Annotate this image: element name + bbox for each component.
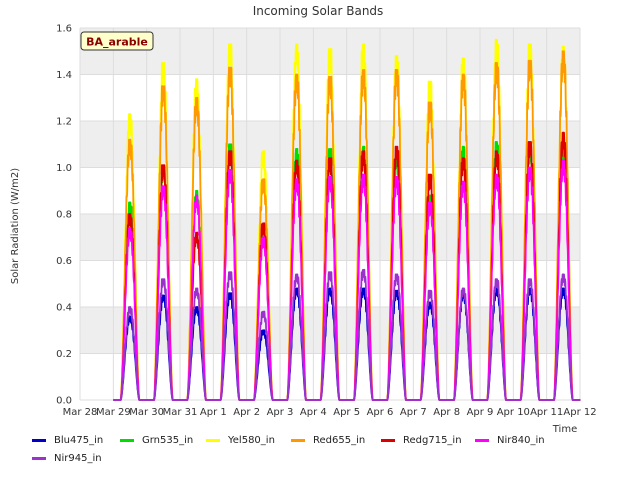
y-tick-label: 0.6: [56, 256, 72, 267]
legend-swatch: [120, 439, 134, 442]
legend-swatch: [206, 439, 220, 442]
y-tick-label: 1.4: [56, 70, 72, 81]
y-tick-label: 0.0: [56, 396, 72, 407]
x-tick-label: Apr 10: [497, 407, 530, 418]
legend-label: Nir840_in: [497, 435, 545, 446]
station-badge: BA_arable: [80, 31, 154, 51]
legend-swatch: [32, 457, 46, 460]
x-tick-label: Mar 30: [129, 407, 164, 418]
x-tick-label: Apr 9: [467, 407, 494, 418]
series-layer: [112, 38, 581, 401]
y-tick-label: 0.2: [56, 349, 72, 360]
y-axis: 0.0 0.2 0.4 0.6 0.8 1.0 1.2 1.4 1.6: [56, 24, 72, 407]
x-tick-label: Mar 31: [163, 407, 198, 418]
legend: Blu475_in Grn535_in Yel580_in Red655_in Redg…: [32, 435, 545, 464]
x-tick-label: Apr 2: [233, 407, 260, 418]
x-tick-label: Apr 12: [563, 407, 596, 418]
legend-label: Yel580_in: [227, 435, 275, 446]
x-tick-label: Mar 28: [63, 407, 98, 418]
plot-band: [80, 307, 580, 354]
x-axis-title: Time: [552, 424, 577, 435]
legend-swatch: [381, 439, 395, 442]
station-badge-box: [80, 31, 154, 51]
legend-swatch: [475, 439, 489, 442]
x-tick-label: Apr 8: [433, 407, 460, 418]
series-line-nir945_in: [112, 268, 581, 401]
legend-label: Nir945_in: [54, 453, 102, 464]
y-tick-label: 1.0: [56, 163, 72, 174]
plot-band: [80, 214, 580, 261]
chart-title: Incoming Solar Bands: [253, 4, 384, 18]
x-tick-label: Apr 4: [300, 407, 327, 418]
station-badge-label: BA_arable: [86, 36, 148, 49]
x-tick-label: Apr 5: [333, 407, 360, 418]
x-tick-label: Apr 3: [267, 407, 294, 418]
y-tick-label: 0.8: [56, 210, 72, 221]
y-tick-label: 1.2: [56, 117, 72, 128]
y-tick-label: 1.6: [56, 24, 72, 35]
x-tick-label: Apr 1: [200, 407, 227, 418]
x-tick-label: Apr 7: [400, 407, 427, 418]
x-tick-label: Mar 29: [96, 407, 131, 418]
legend-label: Red655_in: [313, 435, 365, 446]
legend-label: Grn535_in: [142, 435, 193, 446]
x-tick-label: Apr 6: [367, 407, 394, 418]
y-axis-title: Solar Radiation (W/m2): [10, 168, 21, 284]
y-tick-label: 0.4: [56, 303, 72, 314]
legend-swatch: [291, 439, 305, 442]
x-tick-label: Apr 11: [530, 407, 563, 418]
legend-label: Blu475_in: [54, 435, 103, 446]
legend-label: Redg715_in: [403, 435, 462, 446]
legend-swatch: [32, 439, 46, 442]
